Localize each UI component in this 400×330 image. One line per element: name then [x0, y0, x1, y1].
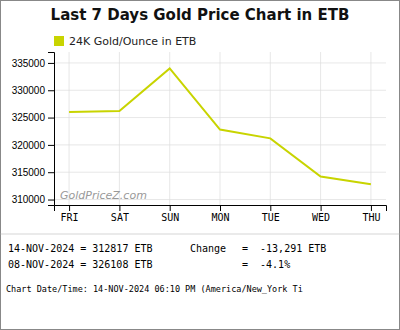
- x-tick: TUE: [262, 205, 280, 223]
- y-tick-mark: [48, 172, 54, 173]
- y-tick: 325000: [12, 112, 54, 123]
- footer-text: Change: [190, 243, 226, 254]
- y-tick-label: 325000: [12, 112, 46, 123]
- x-tick-label: WED: [312, 212, 330, 223]
- footer-datetime: Chart Date/Time: 14-NOV-2024 06:10 PM (A…: [6, 284, 303, 294]
- y-tick-label: 330000: [12, 85, 46, 96]
- y-tick-mark: [48, 63, 54, 64]
- y-tick: 330000: [12, 85, 54, 96]
- legend-swatch: [54, 36, 64, 46]
- x-axis: FRI SAT SUN MON TUE WED THU: [55, 205, 387, 223]
- grid-line-x: [169, 52, 170, 205]
- x-axis-line: [55, 206, 387, 212]
- legend-label: 24K Gold/Ounce in ETB: [69, 35, 196, 48]
- x-tick-mark: [69, 205, 70, 211]
- chart-svg: Last 7 Days Gold Price Chart in ETB 31000…: [0, 0, 400, 330]
- footer-separator: [0, 234, 400, 235]
- x-tick-mark: [119, 205, 120, 211]
- x-tick-mark: [371, 205, 372, 211]
- footer-text: = -4.1%: [242, 259, 290, 270]
- y-axis-line: [48, 53, 55, 206]
- watermark: GoldPriceZ.com: [60, 189, 147, 202]
- grid: [54, 52, 386, 205]
- x-tick: MON: [211, 205, 229, 223]
- y-tick: 320000: [12, 140, 54, 151]
- y-tick-mark: [48, 145, 54, 146]
- y-tick-label: 310000: [12, 194, 46, 205]
- y-tick: 315000: [12, 167, 54, 178]
- y-tick-mark: [48, 90, 54, 91]
- x-tick: FRI: [61, 205, 79, 223]
- outer-border: [1, 1, 400, 330]
- y-tick-mark: [48, 200, 54, 201]
- x-tick-label: TUE: [262, 212, 280, 223]
- x-tick-label: THU: [362, 212, 380, 223]
- legend: 24K Gold/Ounce in ETB: [54, 35, 196, 48]
- legend-item: 24K Gold/Ounce in ETB: [54, 35, 196, 48]
- title: Last 7 Days Gold Price Chart in ETB: [51, 6, 350, 24]
- x-tick: SUN: [161, 205, 179, 223]
- x-tick-label: SUN: [161, 212, 179, 223]
- footer-text: 08-NOV-2024 = 326108 ETB: [8, 259, 153, 270]
- footer-text: = -13,291 ETB: [242, 243, 326, 254]
- y-tick: 335000: [12, 58, 54, 69]
- x-tick-label: SAT: [111, 212, 129, 223]
- y-tick-label: 335000: [12, 58, 46, 69]
- grid-line-x: [119, 52, 120, 205]
- grid-line-x: [270, 52, 271, 205]
- grid-line-x: [370, 52, 371, 205]
- y-tick-label: 315000: [12, 167, 46, 178]
- y-tick: 310000: [12, 194, 54, 205]
- x-tick-label: FRI: [61, 212, 79, 223]
- series-line: [69, 68, 371, 184]
- x-tick-mark: [321, 205, 322, 211]
- x-tick-mark: [220, 205, 221, 211]
- grid-line-x: [69, 52, 70, 205]
- y-tick-label: 320000: [12, 140, 46, 151]
- x-tick: THU: [362, 205, 380, 223]
- lines: [69, 68, 371, 184]
- x-tick-mark: [170, 205, 171, 211]
- x-tick: SAT: [111, 205, 129, 223]
- grid-line-x: [320, 52, 321, 205]
- plot: 310000 315000 320000 325000 330000 335000 FRI S…: [12, 52, 387, 223]
- y-axis: 310000 315000 320000 325000 330000 335000: [12, 53, 55, 206]
- x-tick-label: MON: [211, 212, 229, 223]
- footer-text: 14-NOV-2024 = 312817 ETB: [8, 243, 153, 254]
- y-tick-mark: [48, 118, 54, 119]
- x-tick-mark: [270, 205, 271, 211]
- x-tick: WED: [312, 205, 330, 223]
